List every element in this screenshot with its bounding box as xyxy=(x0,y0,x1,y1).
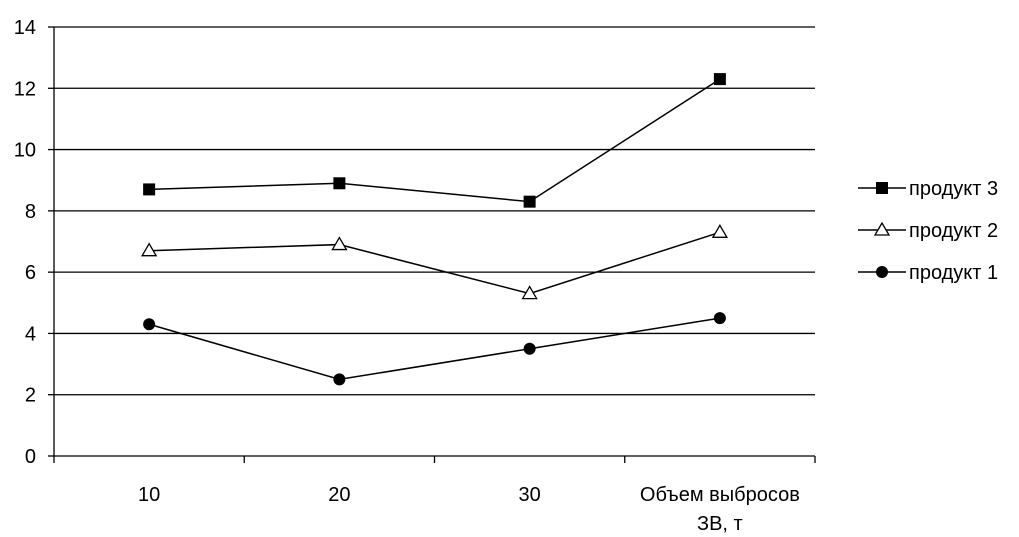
legend-marker-square xyxy=(876,182,888,194)
y-tick-label: 6 xyxy=(25,262,36,284)
y-tick-label: 2 xyxy=(25,385,36,407)
series-line-2 xyxy=(149,231,721,295)
data-point-circle xyxy=(143,318,156,331)
legend-label: продукт 1 xyxy=(909,262,998,284)
legend-label: продукт 3 xyxy=(909,178,998,200)
data-point-triangle-open xyxy=(140,242,158,257)
x-tick-label: 10 xyxy=(138,484,160,506)
x-tick-label: 30 xyxy=(519,484,541,506)
data-point-circle xyxy=(713,312,726,325)
legend-marker-triangle-open xyxy=(873,221,891,236)
data-point-square xyxy=(143,183,156,196)
data-point-square xyxy=(333,177,346,190)
y-tick-label: 4 xyxy=(25,323,36,345)
x-tick-label: Объем выбросов ЗВ, т xyxy=(640,484,800,535)
x-tick-label: 20 xyxy=(328,484,350,506)
data-point-square xyxy=(523,195,536,208)
y-tick-label: 14 xyxy=(14,17,36,39)
series-line-3 xyxy=(148,317,720,381)
series-line-1 xyxy=(149,78,721,203)
data-point-circle xyxy=(523,342,536,355)
y-tick-label: 10 xyxy=(14,140,36,162)
data-point-triangle-open xyxy=(331,236,348,251)
data-point-triangle-open xyxy=(521,285,538,300)
y-tick-label: 8 xyxy=(25,201,36,223)
data-point-circle xyxy=(333,373,346,386)
legend-label: продукт 2 xyxy=(909,220,998,242)
data-point-square xyxy=(713,73,726,86)
legend-marker-circle xyxy=(876,266,888,278)
data-point-triangle-open xyxy=(711,224,729,238)
y-tick-label: 12 xyxy=(14,78,36,100)
y-tick-label: 0 xyxy=(25,446,36,468)
